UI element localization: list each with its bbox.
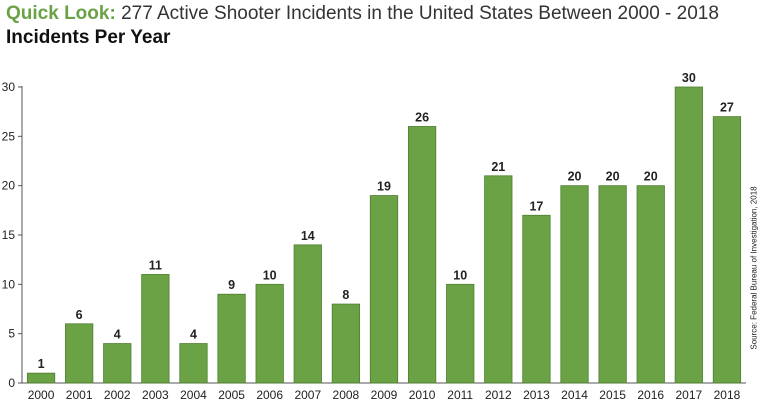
data-label-2007: 14 [301,229,315,243]
bar-2016 [636,185,665,384]
data-label-2001: 6 [76,308,83,322]
title-lead: Quick Look: [6,3,116,24]
x-tick-label-2018: 2018 [714,388,741,402]
bars [26,86,742,384]
x-axis-tick-labels: 2000 2001 2002 2003 2004 2005 2006 2007 2008 2009… [28,388,741,402]
x-tick-label-2014: 2014 [561,388,588,402]
bar-2010 [407,126,437,384]
x-tick-label-2000: 2000 [28,388,55,402]
bar-2003 [141,274,170,384]
y-axis-ticks: 0 5 10 15 20 25 30 [2,80,22,390]
y-tick-label: 10 [2,277,16,291]
y-tick-label: 25 [2,129,16,143]
data-label-2013: 17 [529,199,543,213]
x-tick-label-2010: 2010 [409,388,436,402]
x-tick-label-2001: 2001 [66,388,93,402]
bar-2000 [26,372,56,384]
x-tick-label-2015: 2015 [599,388,626,402]
chart-subtitle: Incidents Per Year [6,27,171,48]
data-label-2014: 20 [568,170,582,184]
x-tick-label-2005: 2005 [218,388,245,402]
data-label-2000: 1 [38,357,45,371]
x-tick-label-2006: 2006 [256,388,283,402]
bar-2005 [217,293,246,384]
x-tick-label-2011: 2011 [447,388,473,402]
y-tick-label: 30 [2,80,16,94]
data-label-2006: 10 [263,268,277,282]
data-label-2009: 19 [377,180,391,194]
x-tick-label-2003: 2003 [142,388,169,402]
data-label-2015: 20 [606,170,620,184]
x-tick-label-2017: 2017 [675,388,702,402]
bar-2001 [65,323,94,384]
source-note: Source: Federal Bureau of Investigation,… [749,186,759,350]
bar-2013 [522,214,551,384]
x-tick-label-2013: 2013 [523,388,550,402]
chart-header: Quick Look: 277 Active Shooter Incidents… [6,2,768,50]
x-tick-label-2008: 2008 [333,388,360,402]
data-labels: 1 6 4 11 4 9 10 14 8 19 26 10 21 17 20 20 20 30 27 [38,71,734,371]
data-label-2011: 10 [453,268,467,282]
x-tick-label-2009: 2009 [371,388,398,402]
y-tick-label: 15 [2,228,16,242]
y-tick-label: 0 [8,376,15,390]
x-tick-label-2004: 2004 [180,388,207,402]
title-text: 277 Active Shooter Incidents in the Unit… [121,3,719,24]
bar-2006 [255,283,284,384]
x-tick-label-2002: 2002 [104,388,131,402]
data-label-2003: 11 [149,258,162,272]
bar-2007 [293,244,322,384]
bar-2015 [598,185,627,384]
y-tick-label: 5 [8,327,15,341]
x-tick-label-2012: 2012 [485,388,512,402]
data-label-2005: 9 [228,278,235,292]
data-label-2018: 27 [720,101,734,115]
bar-2004 [179,343,208,384]
data-label-2010: 26 [415,110,429,124]
chart-title: Quick Look: 277 Active Shooter Incidents… [6,2,768,26]
data-label-2012: 21 [491,160,505,174]
x-tick-label-2007: 2007 [294,388,321,402]
bar-2018 [712,116,742,384]
bar-2009 [369,195,399,384]
bar-2017 [674,86,703,384]
bar-2008 [331,303,361,384]
data-label-2008: 8 [342,288,349,302]
bar-2002 [103,343,132,384]
bar-2011 [446,283,475,384]
bar-2014 [560,185,589,384]
data-label-2002: 4 [114,328,121,342]
data-label-2016: 20 [644,170,658,184]
data-label-2004: 4 [190,328,197,342]
bar-2012 [484,175,513,384]
y-tick-label: 20 [2,179,16,193]
x-tick-label-2016: 2016 [637,388,664,402]
data-label-2017: 30 [682,71,696,85]
